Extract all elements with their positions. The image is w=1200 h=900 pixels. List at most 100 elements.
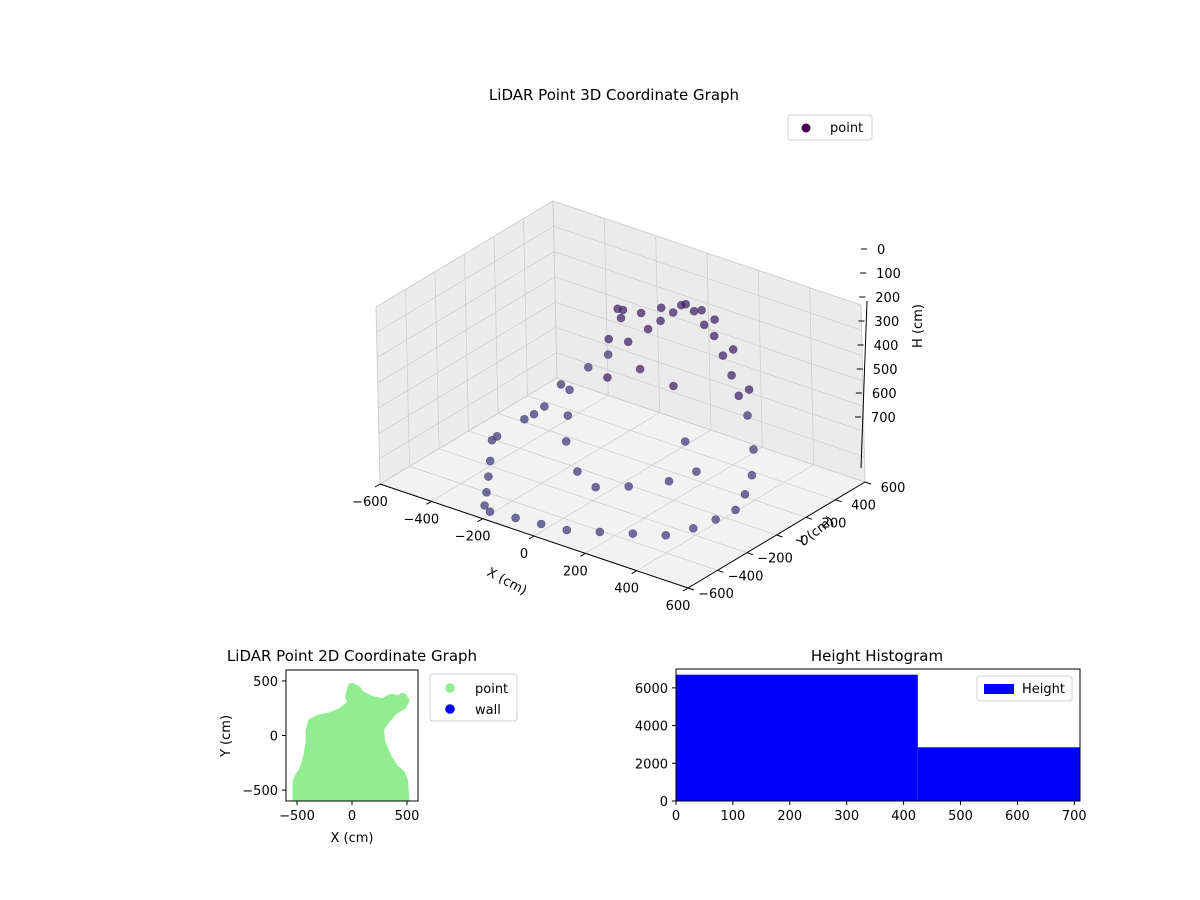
tick-label-z: 600 <box>872 387 897 402</box>
tick-label-x: −400 <box>403 512 439 527</box>
chart-3d-legend: point <box>787 114 873 141</box>
tick-label-x: 400 <box>891 809 916 824</box>
grid-line-z <box>376 225 862 333</box>
scatter-point <box>747 470 757 480</box>
scatter-point <box>676 300 686 310</box>
chart-3d-zlabel: H (cm) <box>911 304 926 348</box>
tick-label-y: 4000 <box>635 720 668 735</box>
scatter-point <box>727 370 736 380</box>
chart-2d-legend: point wall <box>429 673 518 722</box>
tick-label-y: 0 <box>270 730 278 745</box>
chart-2d: LiDAR Point 2D Coordinate Graph −500 0 500… <box>219 647 518 846</box>
grid-line-z <box>378 301 864 409</box>
tick-label-z: 0 <box>877 243 885 258</box>
scatter-point <box>556 380 566 389</box>
tick-label-x: −500 <box>279 809 315 824</box>
tick-x <box>477 518 483 523</box>
chart-2d-legend-marker-point <box>445 683 455 693</box>
chart-3d: LiDAR Point 3D Coordinate Graph −600 −400… <box>352 86 926 614</box>
tick-label-z: 200 <box>875 291 900 306</box>
tick-label-x: 400 <box>614 582 639 597</box>
histogram-frame <box>675 668 1081 802</box>
grid-line-z <box>378 326 865 434</box>
tick-label-x: 500 <box>948 809 973 824</box>
tick-label-x: 500 <box>395 809 420 824</box>
histogram-bar <box>917 747 1080 801</box>
scatter-point <box>595 527 605 537</box>
tick-label-x: −200 <box>455 530 491 545</box>
histogram-bar <box>676 674 918 801</box>
tick-x <box>374 483 381 488</box>
tick-label-x: 0 <box>520 547 528 562</box>
tick-label-x: −600 <box>352 495 388 510</box>
chart-3d-legend-marker <box>801 123 811 133</box>
scatter-point <box>536 519 546 529</box>
tick-label-x: 200 <box>563 564 588 579</box>
tick-label-x: 0 <box>348 809 356 824</box>
tick-label-y: 0 <box>800 534 808 549</box>
scatter-point <box>636 308 646 318</box>
axis-z-line <box>860 300 868 469</box>
histogram-legend-box <box>976 675 1073 702</box>
tick-y <box>776 534 783 538</box>
scatter-point <box>692 467 701 476</box>
scatter-point <box>623 337 633 347</box>
tick-label-y: 2000 <box>635 757 668 772</box>
chart-3d-legend-box <box>787 114 873 141</box>
tick-x <box>631 570 637 575</box>
scatter-point <box>718 351 728 360</box>
chart-2d-legend-marker-wall <box>445 704 455 714</box>
grid-line-z <box>379 352 865 460</box>
chart-3d-title: LiDAR Point 3D Coordinate Graph <box>489 86 739 104</box>
scatter-point <box>604 334 614 344</box>
tick-label-y: −500 <box>242 784 278 799</box>
tick-label-x: 600 <box>1005 809 1030 824</box>
scatter-point <box>591 482 601 492</box>
scatter-point <box>656 303 666 313</box>
scatter-point <box>485 456 495 466</box>
scatter-point <box>743 411 752 420</box>
tick-label-y: 600 <box>881 481 906 496</box>
scatter-point <box>656 316 665 326</box>
scatter-point <box>603 350 613 359</box>
tick-label-z: 100 <box>876 267 901 282</box>
scatter-point <box>480 501 489 510</box>
chart-2d-plot <box>292 683 410 801</box>
tick-x <box>682 587 689 592</box>
tick-y <box>805 516 813 520</box>
scatter-point <box>561 437 571 446</box>
scatter-point <box>709 331 719 341</box>
tick-label-x: 200 <box>777 809 802 824</box>
scatter-point <box>689 306 699 316</box>
chart-2d-title: LiDAR Point 2D Coordinate Graph <box>227 647 477 665</box>
chart-2d-ylabel: Y (cm) <box>219 715 234 758</box>
scatter-point <box>603 373 612 382</box>
chart-3d-legend-label: point <box>830 121 863 136</box>
tick-label-z: 300 <box>874 315 899 330</box>
chart-2d-xlabel: X (cm) <box>331 831 374 846</box>
scatter-point <box>583 362 593 372</box>
histogram-legend-swatch <box>984 684 1014 694</box>
scatter-point <box>697 305 706 315</box>
scatter-point <box>680 437 690 446</box>
tick-label-x: 300 <box>834 809 859 824</box>
grid-line-z <box>376 251 863 358</box>
scatter-point <box>728 345 738 354</box>
scatter-point <box>563 411 573 420</box>
chart-3d-ticks: −600 −400 −200 0 200 400 600 −600 −400 −200 0 200 40… <box>352 243 905 614</box>
scatter-point <box>565 385 574 395</box>
scatter-point <box>628 529 638 538</box>
histogram-title: Height Histogram <box>811 647 943 665</box>
scatter-point <box>740 489 750 499</box>
scatter-point <box>520 414 529 424</box>
scatter-point <box>562 525 572 535</box>
tick-label-y: 0 <box>660 795 668 810</box>
grid-line-z <box>379 377 866 485</box>
grid-line-z <box>377 276 863 384</box>
chart-2d-legend-label-wall: wall <box>475 703 501 718</box>
point-cloud-region <box>292 683 410 801</box>
scatter-point <box>635 364 645 374</box>
histogram-legend-label: Height <box>1022 682 1065 697</box>
grid-line-z <box>375 200 862 308</box>
